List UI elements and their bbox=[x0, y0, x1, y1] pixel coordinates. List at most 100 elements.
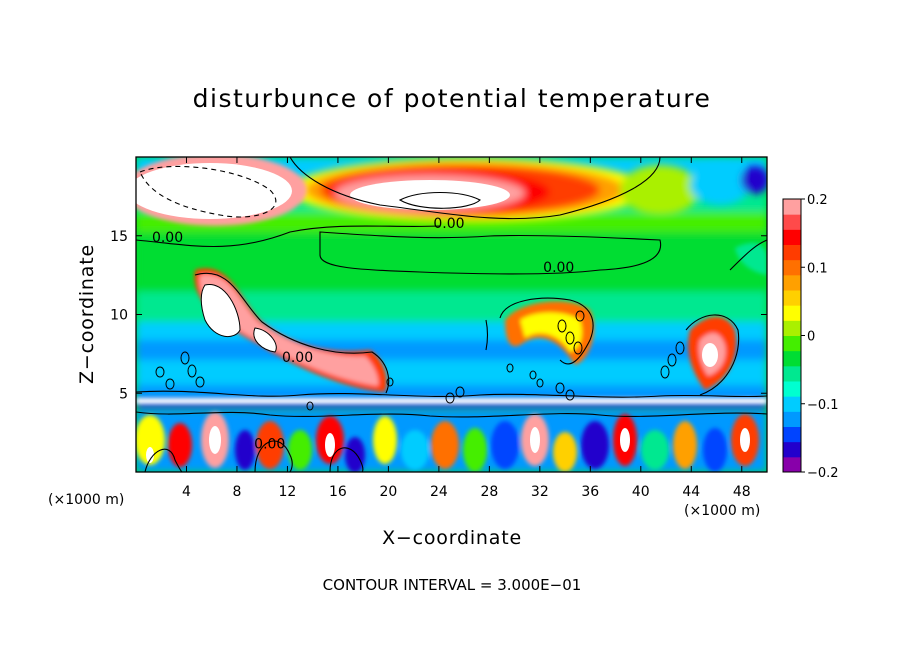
colorbar-label: 0.1 bbox=[807, 261, 828, 276]
contour-loop bbox=[506, 363, 514, 373]
contour-line bbox=[194, 272, 390, 394]
contour-loop bbox=[165, 378, 175, 390]
x-axis-label: X−coordinate bbox=[382, 527, 522, 549]
colorbar-cell bbox=[783, 396, 801, 412]
contour-lines bbox=[136, 157, 767, 472]
contour-loop bbox=[306, 401, 314, 411]
y-axis-label: Z−coordinate bbox=[76, 244, 98, 384]
contour-loop bbox=[529, 370, 537, 380]
contour-loop bbox=[575, 310, 585, 322]
contour-line bbox=[499, 297, 594, 365]
upper-white-core bbox=[350, 180, 510, 210]
contour-line bbox=[136, 390, 767, 398]
contour-labels: 0.00 0.00 0.00 0.00 0.00 bbox=[152, 216, 574, 453]
x-tick-label: 44 bbox=[682, 484, 700, 500]
colorbar-cell bbox=[783, 365, 801, 382]
diagonal-warm-band bbox=[194, 268, 387, 392]
contour-loop bbox=[445, 392, 455, 404]
contour-line bbox=[319, 231, 662, 275]
contour-label: 0.00 bbox=[543, 260, 574, 276]
contour-line bbox=[485, 319, 489, 351]
colorbar-cell bbox=[783, 381, 801, 397]
contour-label: 0.00 bbox=[152, 230, 183, 246]
contour-small-loops bbox=[155, 310, 685, 411]
diagonal-white-core bbox=[200, 284, 241, 338]
x-unit-left: (×1000 m) bbox=[48, 492, 125, 508]
contour-loop bbox=[187, 364, 197, 378]
contour-line bbox=[254, 440, 293, 472]
colorbar-cell bbox=[783, 214, 801, 230]
contour-loop bbox=[667, 353, 677, 367]
colorbar-cell bbox=[783, 335, 801, 352]
upper-left-white bbox=[136, 163, 292, 219]
x-tick-label: 28 bbox=[480, 484, 498, 500]
colorbar-label: −0.1 bbox=[807, 398, 839, 413]
contour-line bbox=[729, 239, 767, 271]
contour-loop bbox=[557, 319, 567, 333]
contour-loop bbox=[155, 366, 165, 378]
colorbar-cell bbox=[783, 426, 801, 443]
colorbar-cell bbox=[783, 350, 801, 367]
x-tick-label: 32 bbox=[531, 484, 549, 500]
contour-label: 0.00 bbox=[254, 436, 285, 452]
y-tick-label: 5 bbox=[119, 386, 128, 402]
contour-loop bbox=[386, 377, 394, 387]
x-tick-label: 12 bbox=[279, 484, 297, 500]
x-tick-label: 36 bbox=[581, 484, 599, 500]
colorbar-cell bbox=[783, 320, 801, 336]
contour-line bbox=[136, 411, 767, 418]
colorbar-cell bbox=[783, 305, 801, 321]
contour-line bbox=[685, 314, 740, 396]
lower-turbulent-layer bbox=[136, 398, 767, 472]
colorbar-label: 0 bbox=[807, 330, 815, 345]
contour-loop bbox=[180, 351, 190, 365]
contour-loop bbox=[455, 386, 465, 398]
heatmap-field: 0.00 0.00 0.00 0.00 0.00 bbox=[136, 157, 767, 472]
colorbar-cell bbox=[783, 199, 801, 215]
contour-loop bbox=[536, 378, 544, 388]
colorbar-cell bbox=[783, 411, 801, 427]
colorbar-cell bbox=[783, 229, 801, 245]
x-tick-label: 4 bbox=[182, 484, 191, 500]
colorbar-cell bbox=[783, 244, 801, 261]
colorbar-cell bbox=[783, 441, 801, 458]
contour-label: 0.00 bbox=[433, 216, 464, 232]
contour-loop bbox=[565, 389, 575, 401]
contour-label: 0.00 bbox=[282, 350, 313, 366]
colorbar: 0.2 0.1 0 −0.1 −0.2 bbox=[782, 193, 839, 481]
contour-loop bbox=[573, 341, 583, 355]
contour-loop bbox=[555, 382, 565, 394]
x-tick-label: 16 bbox=[329, 484, 347, 500]
x-tick-label: 24 bbox=[430, 484, 448, 500]
colorbar-cell bbox=[783, 274, 801, 291]
colorbar-label: −0.2 bbox=[807, 466, 839, 481]
contour-loop bbox=[675, 341, 685, 355]
colorbar-cell bbox=[783, 290, 801, 306]
contour-line bbox=[144, 448, 183, 472]
contour-line bbox=[289, 157, 661, 220]
chart-title: disturbunce of potential temperature bbox=[192, 84, 712, 113]
x-axis-ticks: 4 8 12 16 20 24 28 32 36 40 44 48 bbox=[182, 157, 751, 500]
x-tick-label: 20 bbox=[379, 484, 397, 500]
y-axis-ticks: 5 10 15 bbox=[110, 229, 767, 402]
contour-interval-note: CONTOUR INTERVAL = 3.000E−01 bbox=[322, 576, 582, 594]
x-tick-label: 40 bbox=[632, 484, 650, 500]
contour-line bbox=[329, 447, 364, 472]
y-tick-label: 15 bbox=[110, 229, 128, 245]
colorbar-label: 0.2 bbox=[807, 193, 828, 208]
right-warm-lobes bbox=[505, 243, 767, 390]
contour-line bbox=[398, 191, 481, 209]
y-tick-label: 10 bbox=[110, 308, 128, 324]
contour-loop bbox=[660, 365, 670, 379]
colorbar-cell bbox=[783, 259, 801, 276]
x-tick-label: 8 bbox=[232, 484, 241, 500]
x-unit-right: (×1000 m) bbox=[684, 503, 761, 519]
contour-line bbox=[136, 225, 441, 248]
x-tick-label: 48 bbox=[733, 484, 751, 500]
colorbar-cell bbox=[783, 456, 801, 473]
contour-loop bbox=[565, 331, 575, 345]
contour-loop bbox=[195, 376, 205, 388]
lower-white-spots bbox=[146, 426, 750, 463]
